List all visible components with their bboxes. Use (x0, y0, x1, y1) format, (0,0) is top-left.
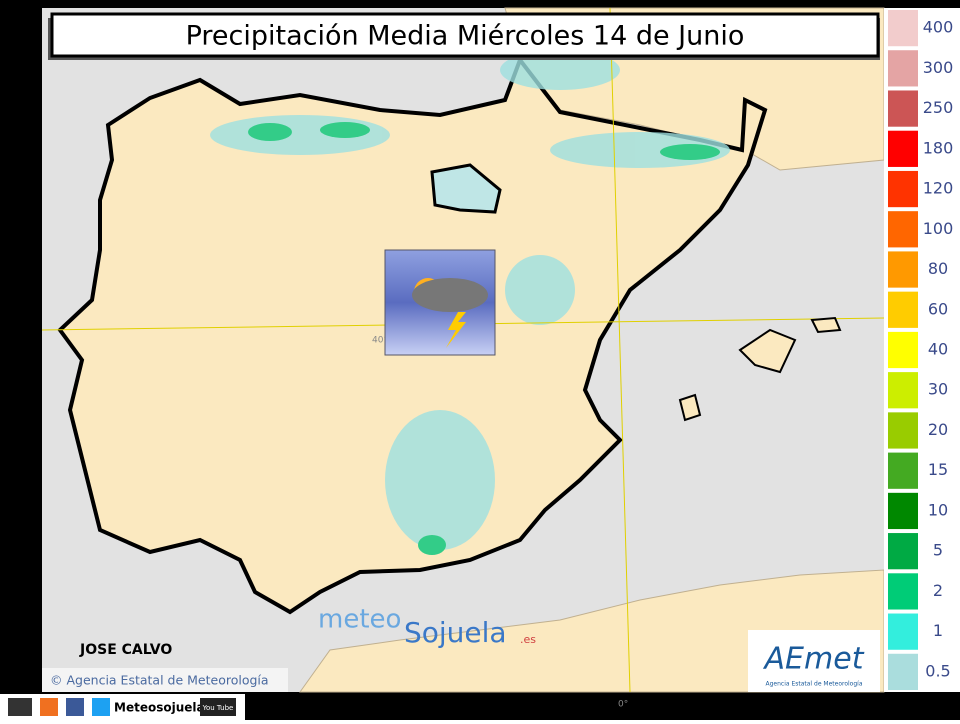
logo-meteo: meteo (318, 605, 401, 635)
legend-label: 30 (928, 380, 948, 399)
icon-twitter (92, 698, 110, 716)
legend-swatch (888, 291, 918, 328)
footer-name: Meteosojuela (114, 701, 205, 715)
la-rioja (430, 163, 502, 214)
youtube-box (200, 698, 236, 716)
aemet-name: AEmet (763, 642, 865, 677)
legend-label: 5 (933, 541, 943, 560)
legend-label: 120 (923, 179, 954, 198)
legend-swatch (888, 130, 918, 167)
title: Precipitación Media Miércoles 14 de Juni… (186, 21, 745, 52)
aemet-subtitle: Agencia Estatal de Meteorología (766, 681, 863, 688)
legend-label: 80 (928, 259, 948, 278)
legend-swatch (888, 452, 918, 489)
icon-camera (8, 698, 32, 716)
attribution: © Agencia Estatal de Meteorología (50, 673, 269, 688)
legend-label: 300 (923, 58, 954, 77)
icon-facebook (66, 698, 84, 716)
legend-swatch (888, 10, 918, 47)
legend-swatch (888, 613, 918, 650)
legend-swatch (888, 372, 918, 409)
legend-label: 400 (923, 18, 954, 37)
legend-swatch (888, 90, 918, 127)
cloud (412, 278, 488, 312)
legend-label: 100 (923, 219, 954, 238)
legend-label: 15 (928, 460, 948, 479)
logo-sojuela: Sojuela (404, 616, 507, 649)
legend-swatch (888, 331, 918, 369)
legend: 400 300 250 180 120 100 80 60 40 30 20 15 10 5 2 1 0.5 (884, 8, 960, 692)
legend-label: 10 (928, 500, 948, 519)
lightning (446, 312, 466, 348)
legend-swatch (888, 492, 918, 530)
meridian (609, 7, 631, 693)
legend-label: 0.5 (925, 661, 950, 680)
legend-label: 1 (933, 621, 943, 640)
rain-moderate (248, 122, 720, 555)
legend-label: 40 (928, 340, 948, 359)
lon-label: 0° (618, 700, 628, 710)
legend-swatch (888, 573, 918, 610)
legend-swatch (888, 251, 918, 288)
islands (678, 316, 842, 422)
attribution-box (42, 668, 288, 692)
title-box (50, 12, 880, 58)
author: JOSE CALVO (79, 642, 172, 658)
legend-label: 2 (933, 581, 943, 600)
legend-label: 60 (928, 299, 948, 318)
youtube: You Tube (202, 704, 234, 712)
legend-swatch (888, 412, 918, 449)
aemet-box (748, 630, 880, 692)
lat-label: 40° (372, 336, 388, 346)
legend-label: 180 (923, 138, 954, 157)
legend-swatch (888, 653, 918, 690)
legend-label: 20 (928, 420, 948, 439)
legend-swatch (888, 50, 918, 87)
legend-label: 250 (923, 98, 954, 117)
legend-swatch (888, 533, 918, 570)
logo-suffix: .es (520, 633, 536, 646)
legend-swatch (888, 211, 918, 248)
icon-blogger (40, 698, 58, 716)
legend-swatch (888, 170, 918, 208)
